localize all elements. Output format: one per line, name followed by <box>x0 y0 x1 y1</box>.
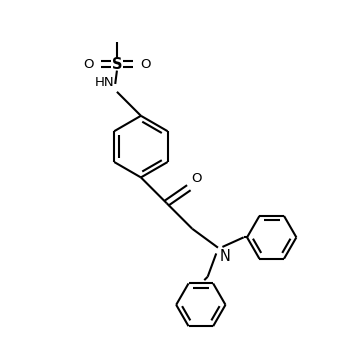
Text: HN: HN <box>95 76 115 89</box>
Text: S: S <box>112 57 122 72</box>
Text: O: O <box>140 58 151 71</box>
Text: O: O <box>83 58 94 71</box>
Text: O: O <box>191 172 202 185</box>
Text: N: N <box>219 249 230 264</box>
